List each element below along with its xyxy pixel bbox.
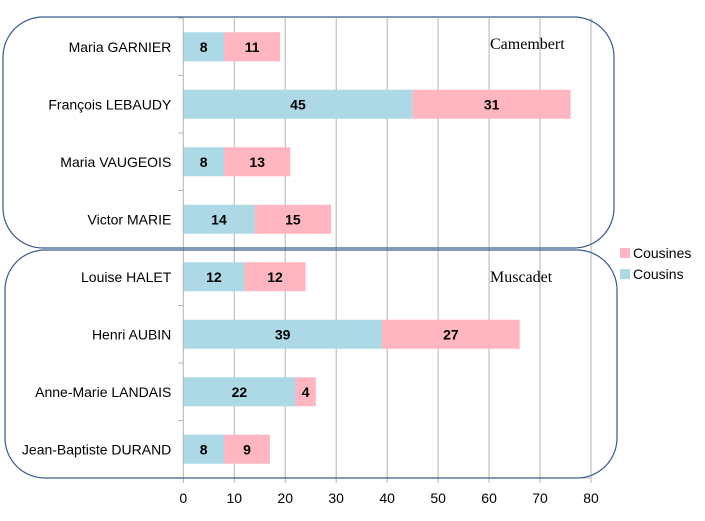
legend-swatch-cousines — [620, 248, 630, 258]
data-label: 12 — [267, 269, 283, 285]
bar-cousins — [183, 377, 296, 407]
x-tick-label: 60 — [481, 490, 497, 506]
data-label: 15 — [285, 211, 301, 227]
bar-cousines — [224, 32, 281, 62]
data-label: 39 — [275, 326, 291, 342]
bar-cousines — [412, 89, 571, 119]
bar-cousins — [183, 262, 245, 292]
category-label: Anne-Marie LANDAIS — [35, 384, 171, 400]
category-label: Jean-Baptiste DURAND — [22, 441, 171, 457]
category-label: Henri AUBIN — [92, 326, 171, 342]
bar-cousines — [295, 377, 316, 407]
group-label: Muscadet — [490, 269, 553, 286]
legend-label: Cousines — [633, 245, 691, 261]
bar-cousines — [244, 262, 306, 292]
bar-cousines — [224, 434, 270, 464]
category-label: Louise HALET — [81, 269, 172, 285]
data-label: 45 — [290, 96, 306, 112]
group-boxes: Camembert Muscadet — [2, 16, 618, 479]
legend-label: Cousins — [633, 266, 684, 282]
data-label: 8 — [200, 154, 208, 170]
x-tick-label: 40 — [379, 490, 395, 506]
category-label: Maria GARNIER — [69, 39, 172, 55]
data-label: 13 — [249, 154, 265, 170]
category-label: Victor MARIE — [88, 211, 172, 227]
category-label: François LEBAUDY — [48, 96, 172, 112]
x-tick-label: 30 — [328, 490, 344, 506]
bar-cousins — [183, 434, 225, 464]
data-label: 11 — [245, 39, 260, 55]
x-tick-label: 70 — [532, 490, 548, 506]
x-tick-label: 50 — [430, 490, 446, 506]
data-label: 27 — [443, 326, 459, 342]
x-tick-label: 80 — [583, 490, 599, 506]
x-tick-label: 0 — [179, 490, 187, 506]
data-label: 14 — [211, 211, 227, 227]
bar-cousins — [183, 147, 225, 177]
bar-cousins — [183, 319, 383, 349]
x-tick-label: 20 — [277, 490, 293, 506]
data-label: 8 — [200, 39, 208, 55]
data-label: 9 — [243, 441, 251, 457]
legend: Cousines Cousins — [620, 245, 691, 282]
bar-cousines — [224, 147, 291, 177]
axes: 0 10 20 30 40 50 60 70 80 Maria GARNIER François L… — [22, 17, 599, 506]
x-tick-label: 10 — [226, 490, 242, 506]
data-label: 12 — [206, 269, 222, 285]
bar-cousines — [254, 204, 332, 234]
legend-swatch-cousins — [620, 269, 630, 279]
data-label: 8 — [200, 441, 208, 457]
bar-cousins — [183, 32, 225, 62]
group-label: Camembert — [490, 36, 565, 53]
data-label: 22 — [232, 384, 248, 400]
group-box — [2, 16, 615, 249]
group-box — [4, 249, 618, 479]
bar-cousins — [183, 89, 413, 119]
category-label: Maria VAUGEOIS — [60, 154, 171, 170]
bar-cousines — [382, 319, 520, 349]
bars: 8 11 45 31 8 13 14 15 12 12 39 27 22 4 8 9 — [183, 32, 571, 464]
bar-cousins — [183, 204, 255, 234]
data-label: 31 — [484, 96, 500, 112]
data-label: 4 — [302, 384, 310, 400]
